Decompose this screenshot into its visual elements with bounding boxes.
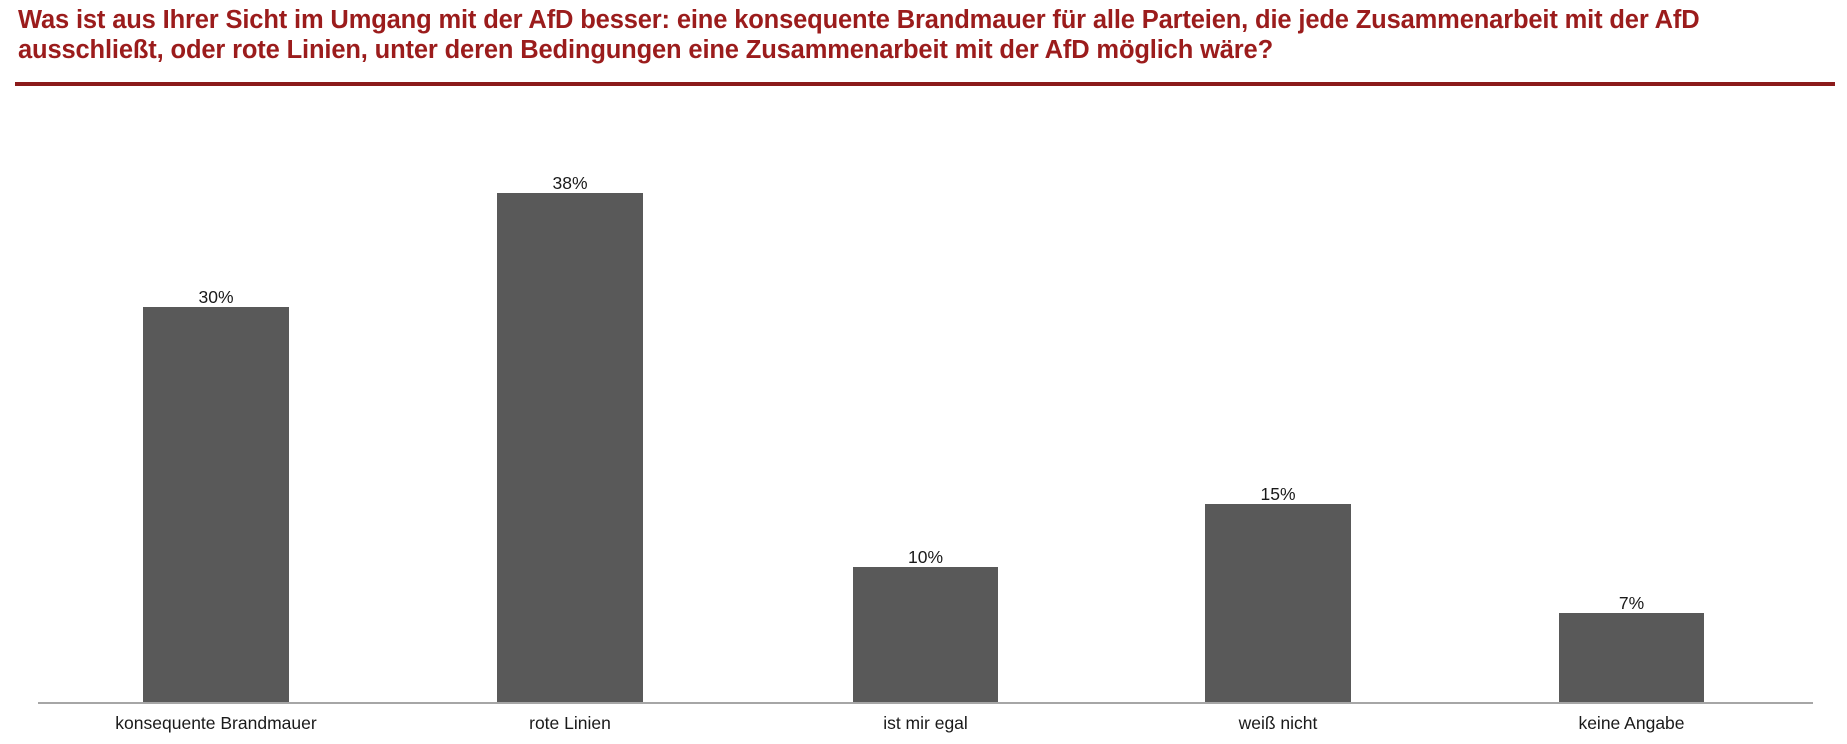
bar-value-label: 7% (1618, 593, 1645, 613)
chart-plot-area: 30% konsequente Brandmauer 38% rote Lini… (0, 88, 1847, 744)
x-axis-line (38, 702, 1813, 704)
bar-group-rote-linien[interactable]: 38% rote Linien (497, 88, 643, 744)
bar-value-label: 10% (907, 547, 944, 567)
bar-value-label: 30% (198, 287, 234, 307)
x-tick-label-rote-linien: rote Linien (529, 713, 611, 733)
page-title: Was ist aus Ihrer Sicht im Umgang mit de… (18, 6, 1707, 64)
x-tick-label-keine-angabe: keine Angabe (1578, 713, 1685, 733)
bar-konsequente-brandmauer[interactable] (143, 307, 289, 702)
bar-value-label: 38% (552, 173, 588, 193)
bar-value-label: 15% (1260, 484, 1296, 504)
bar-weiss-nicht[interactable] (1205, 504, 1351, 702)
title-block: Was ist aus Ihrer Sicht im Umgang mit de… (0, 0, 1847, 88)
x-tick-label-konsequente-brandmauer: konsequente Brandmauer (115, 713, 317, 733)
bar-rote-linien[interactable] (497, 193, 643, 702)
bar-group-konsequente-brandmauer[interactable]: 30% konsequente Brandmauer (115, 88, 316, 744)
x-tick-label-weiss-nicht: weiß nicht (1238, 713, 1318, 733)
bar-group-keine-angabe[interactable]: 7% keine Angabe (1559, 88, 1704, 744)
bar-group-ist-mir-egal[interactable]: 10% ist mir egal (853, 88, 998, 744)
bar-group-weiss-nicht[interactable]: 15% weiß nicht (1205, 88, 1351, 744)
x-tick-label-ist-mir-egal: ist mir egal (883, 713, 968, 733)
title-divider-rule (15, 82, 1835, 86)
bar-keine-angabe[interactable] (1559, 613, 1704, 702)
bar-ist-mir-egal[interactable] (853, 567, 998, 702)
